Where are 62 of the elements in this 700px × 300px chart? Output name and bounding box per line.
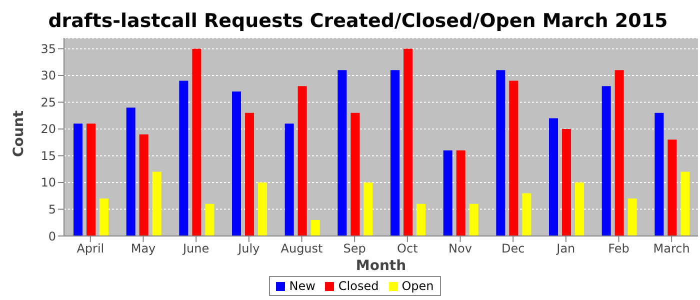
bar xyxy=(310,220,320,236)
y-tick-label: 20 xyxy=(40,122,56,136)
y-tick-label: 5 xyxy=(48,202,56,217)
chart-title: drafts-lastcall Requests Created/Closed/Open March 2015 xyxy=(47,9,669,34)
bar xyxy=(575,182,584,236)
bar xyxy=(496,70,506,236)
x-tick-label: August xyxy=(280,242,324,256)
y-tick-label: 35 xyxy=(40,42,56,56)
y-tick-label: 15 xyxy=(40,148,56,163)
bar xyxy=(628,198,637,236)
bar xyxy=(469,204,478,236)
bar xyxy=(668,140,677,236)
bar xyxy=(205,204,214,236)
x-tick-label: June xyxy=(182,242,210,256)
bar xyxy=(86,124,96,236)
x-tick-label: Feb xyxy=(608,242,630,256)
bar xyxy=(680,172,690,236)
bar xyxy=(509,80,518,236)
y-tick-label: 25 xyxy=(40,95,56,110)
x-tick-label: April xyxy=(76,242,104,256)
x-axis-title: Month xyxy=(356,258,406,274)
x-tick-label: Oct xyxy=(397,242,418,256)
bar xyxy=(179,80,188,236)
y-axis-title: Count xyxy=(10,110,27,157)
x-tick-label: Nov xyxy=(448,242,472,256)
bar xyxy=(654,112,664,236)
x-tick-label: Dec xyxy=(501,242,525,256)
bar xyxy=(245,112,254,236)
bar xyxy=(364,182,373,236)
bar xyxy=(126,108,136,236)
x-tick-label: Jan xyxy=(556,242,576,256)
bar xyxy=(549,118,558,236)
x-tick-label: March xyxy=(653,242,690,256)
y-tick-label: 30 xyxy=(40,68,56,83)
legend-label: Closed xyxy=(337,279,379,293)
y-tick-label: 0 xyxy=(48,229,56,244)
bar xyxy=(416,204,426,236)
bar xyxy=(232,92,242,236)
bar xyxy=(350,112,360,236)
bar xyxy=(192,48,202,236)
bar xyxy=(456,150,466,236)
bar xyxy=(258,182,268,236)
bar xyxy=(152,172,162,236)
bar xyxy=(139,134,148,236)
legend-label: Open xyxy=(400,279,434,293)
bar xyxy=(602,86,611,236)
bar xyxy=(284,124,294,236)
bar xyxy=(298,86,307,236)
bar xyxy=(614,70,624,236)
x-tick-label: Sep xyxy=(343,242,366,256)
x-tick-label: May xyxy=(130,242,156,256)
y-tick-label: 10 xyxy=(40,176,56,190)
bar xyxy=(338,70,347,236)
x-tick-label: July xyxy=(237,242,260,256)
bar xyxy=(74,124,83,236)
bar xyxy=(522,193,532,236)
bar xyxy=(404,48,413,236)
bar xyxy=(562,128,572,236)
legend-label: New xyxy=(288,279,316,293)
bar xyxy=(443,150,452,236)
bar xyxy=(100,198,109,236)
bar xyxy=(390,70,400,236)
